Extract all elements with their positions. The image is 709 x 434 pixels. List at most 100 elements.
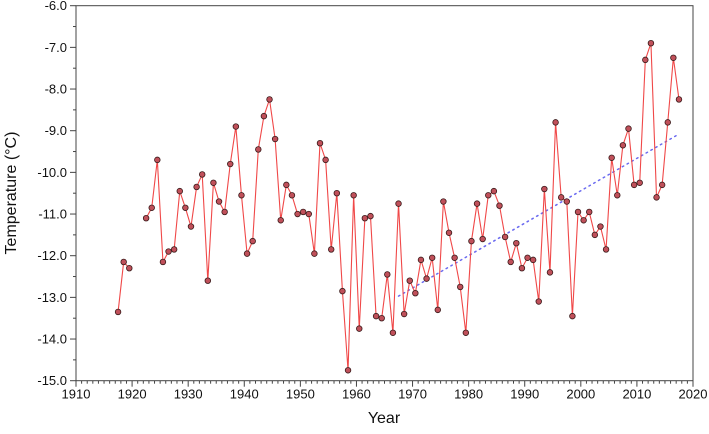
y-tick-label: -13.0 [37,290,67,305]
data-point [344,367,352,374]
data-point [232,123,240,130]
x-tick-label: 1920 [118,387,147,402]
data-point [333,189,341,197]
data-point [451,254,458,261]
x-tick-label: 1960 [342,387,371,402]
data-point [574,208,582,216]
data-point [227,160,234,168]
data-point [412,290,419,297]
data-point [350,192,357,199]
data-point [507,258,514,266]
data-point [316,139,324,147]
data-point [417,256,425,264]
data-point [614,192,621,199]
data-point [479,235,486,243]
data-point [563,198,570,205]
data-point [535,298,542,305]
data-point [221,208,228,216]
data-point [670,54,677,61]
x-tick-label: 2010 [622,387,651,402]
x-axis-title: Year [368,410,401,427]
y-tick-label: -8.0 [45,82,67,97]
data-point [339,287,346,295]
x-tick-label: 1910 [62,387,91,402]
data-point [445,229,453,236]
trend-line [397,133,680,297]
data-point [199,171,206,178]
data-point [400,310,408,318]
data-point [215,198,223,205]
data-point [658,181,666,189]
x-tick-label: 1940 [230,387,259,402]
data-point [165,248,172,255]
y-tick-label: -15.0 [37,373,67,388]
series-line-segment [145,43,680,371]
x-tick-label: 2020 [679,387,708,402]
data-point [541,185,548,193]
data-point [529,256,537,264]
data-point [513,239,520,247]
y-axis-title: Temperature (°C) [3,132,20,255]
data-point [271,135,279,143]
data-point [395,200,402,207]
data-point [496,202,503,209]
data-point [675,96,683,103]
data-point [591,231,599,239]
series-group [114,40,683,374]
data-point [524,254,531,261]
y-tick-label: -9.0 [45,123,67,138]
data-point [322,156,329,164]
data-point [647,40,655,47]
y-tick-label: -6.0 [45,0,67,13]
data-point [569,312,576,320]
data-point [176,187,183,195]
y-tick-label: -11.0 [38,207,67,222]
data-point [305,210,312,218]
data-point [580,217,587,224]
data-point [238,192,245,199]
data-point [557,194,565,201]
y-tick-label: -12.0 [37,248,67,263]
data-point [210,179,217,186]
data-point [283,181,290,189]
data-point [266,96,273,103]
data-point [619,142,627,149]
data-point [406,277,413,284]
data-point [154,156,161,164]
data-point [120,258,127,266]
data-point [126,265,133,272]
data-point [277,217,284,224]
data-point [642,56,649,64]
y-tick-label: -7.0 [45,40,67,55]
data-point [457,283,464,291]
data-point [311,250,318,257]
data-point [597,223,604,230]
data-point [440,198,447,205]
data-point [552,119,559,126]
data-point [384,271,391,278]
data-point [636,179,643,186]
data-point [193,183,200,191]
data-point [328,246,335,253]
data-point [389,329,397,336]
data-point [378,315,385,322]
x-tick-label: 1930 [174,387,203,402]
data-point [664,119,671,126]
data-point [608,154,615,161]
x-tick-label: 1980 [454,387,483,402]
data-point [372,312,380,320]
data-point [114,308,122,316]
data-point [243,250,251,257]
data-point [260,112,268,120]
trend-line-group [397,133,680,297]
data-point [625,125,632,132]
data-point [356,325,363,332]
data-point [602,246,610,253]
data-point [294,210,301,218]
data-point [653,194,660,201]
x-tick-label: 1950 [286,387,315,402]
data-point [423,275,430,282]
data-point [148,204,155,211]
y-tick-label: -10.0 [37,165,67,180]
